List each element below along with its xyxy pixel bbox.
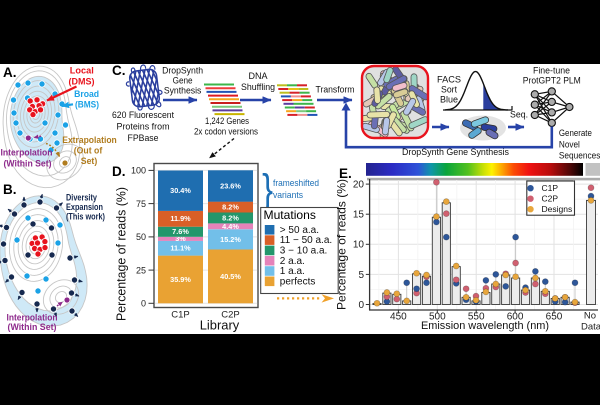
svg-text:11.1%: 11.1% — [170, 244, 191, 253]
svg-text:frameshifted: frameshifted — [273, 178, 319, 189]
svg-text:Interpolation: Interpolation — [1, 148, 53, 158]
svg-text:C1P: C1P — [171, 310, 189, 321]
svg-text:(Within Set): (Within Set) — [8, 322, 57, 332]
svg-text:Interpolation: Interpolation — [7, 312, 58, 322]
svg-text:Extrapolation: Extrapolation — [62, 135, 117, 145]
svg-text:25: 25 — [136, 265, 146, 275]
svg-text:FACS: FACS — [437, 75, 461, 85]
svg-text:11.9%: 11.9% — [170, 214, 191, 223]
svg-text:Generate: Generate — [559, 128, 592, 138]
svg-text:15: 15 — [353, 210, 365, 221]
svg-text:DropSynth Gene Synthesis: DropSynth Gene Synthesis — [402, 147, 509, 158]
svg-text:DNA: DNA — [249, 71, 269, 81]
svg-text:100: 100 — [131, 166, 146, 176]
svg-text:Set): Set) — [81, 156, 98, 166]
svg-text:B.: B. — [3, 182, 17, 197]
svg-text:C2P: C2P — [542, 194, 559, 204]
svg-text:E.: E. — [339, 166, 352, 181]
svg-text:450: 450 — [390, 312, 407, 323]
svg-text:Expansion: Expansion — [66, 202, 103, 212]
svg-text:Designs: Designs — [542, 204, 573, 214]
svg-text:Emission wavelength (nm): Emission wavelength (nm) — [421, 320, 549, 332]
svg-text:35.9%: 35.9% — [170, 275, 191, 284]
svg-text:Novel: Novel — [559, 139, 580, 149]
svg-text:23.6%: 23.6% — [220, 181, 241, 190]
svg-text:5: 5 — [358, 270, 364, 281]
svg-text:Proteins from: Proteins from — [117, 122, 170, 132]
svg-text:Gene: Gene — [173, 76, 193, 86]
svg-text:(Out of: (Out of — [74, 146, 103, 156]
svg-text:(Within Set): (Within Set) — [4, 158, 52, 168]
svg-text:A.: A. — [3, 65, 17, 80]
svg-text:Percentage of reads (%): Percentage of reads (%) — [335, 179, 349, 310]
svg-text:No: No — [584, 311, 596, 322]
svg-text:ProtGPT2 PLM: ProtGPT2 PLM — [523, 76, 581, 86]
svg-text:Data: Data — [581, 322, 600, 333]
svg-text:Fine-tune: Fine-tune — [533, 66, 570, 76]
svg-text:1,242 Genes: 1,242 Genes — [205, 116, 249, 126]
svg-text:Seq.: Seq. — [510, 110, 528, 120]
svg-text:}: } — [262, 166, 273, 213]
svg-text:D.: D. — [112, 164, 126, 179]
svg-text:40.5%: 40.5% — [220, 272, 241, 281]
svg-text:FPBase: FPBase — [128, 133, 159, 143]
svg-text:Diversity: Diversity — [66, 192, 98, 202]
svg-text:0: 0 — [358, 300, 364, 311]
svg-text:7.6%: 7.6% — [172, 227, 189, 236]
svg-text:20: 20 — [353, 180, 365, 191]
svg-text:2x codon versions: 2x codon versions — [194, 127, 258, 137]
svg-text:Synthesis: Synthesis — [164, 86, 202, 96]
svg-text:Sort: Sort — [441, 85, 457, 95]
svg-text:Blue: Blue — [440, 95, 458, 105]
svg-text:Shuffling: Shuffling — [241, 82, 275, 92]
svg-text:(This work): (This work) — [66, 211, 105, 221]
svg-text:(BMS): (BMS) — [75, 99, 99, 109]
svg-text:Library: Library — [200, 319, 240, 333]
svg-text:620 Fluorescent: 620 Fluorescent — [112, 110, 174, 120]
svg-text:C1P: C1P — [542, 183, 559, 193]
svg-text:15.2%: 15.2% — [220, 235, 241, 244]
svg-text:Mutations: Mutations — [264, 208, 316, 222]
svg-text:30.4%: 30.4% — [170, 186, 191, 195]
svg-text:75: 75 — [136, 199, 146, 209]
svg-text:Broad: Broad — [74, 89, 99, 99]
svg-text:0: 0 — [141, 299, 146, 309]
svg-text:Sequences: Sequences — [559, 150, 600, 160]
svg-text:8.2%: 8.2% — [222, 203, 239, 212]
svg-text:50: 50 — [136, 232, 146, 242]
svg-text:Percentage of reads (%): Percentage of reads (%) — [115, 187, 129, 321]
svg-text:C.: C. — [112, 63, 126, 78]
svg-text:Local: Local — [70, 66, 94, 76]
svg-text:8.2%: 8.2% — [222, 213, 239, 222]
svg-text:10: 10 — [353, 240, 365, 251]
svg-text:(DMS): (DMS) — [69, 76, 95, 86]
svg-text:DropSynth: DropSynth — [162, 66, 203, 76]
svg-text:variants: variants — [273, 190, 303, 201]
svg-text:perfects: perfects — [280, 276, 316, 287]
svg-text:Transform: Transform — [316, 85, 355, 95]
